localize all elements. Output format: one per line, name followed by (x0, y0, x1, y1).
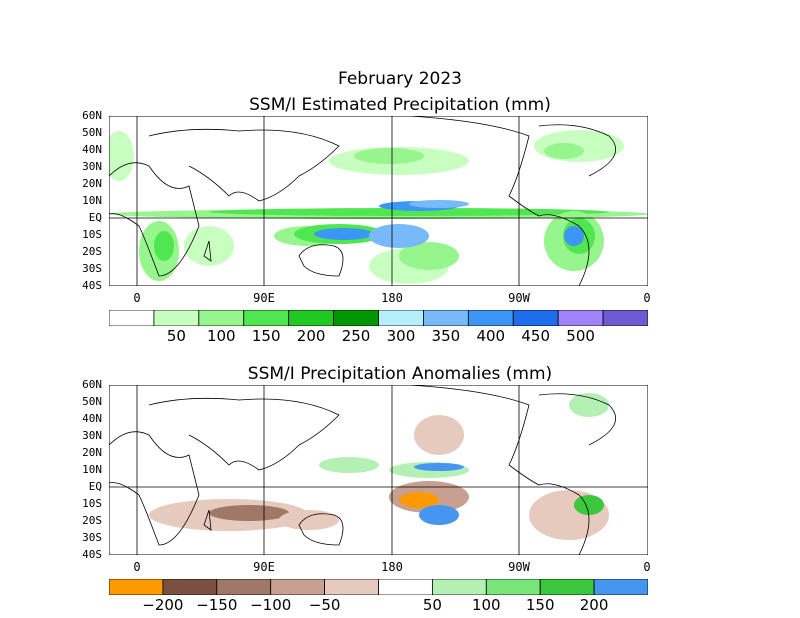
lat-label: 30S (82, 262, 102, 275)
colorbar-swatch (378, 310, 424, 326)
colorbar-swatch (593, 579, 648, 595)
lat-label: 50N (82, 395, 102, 408)
colorbar-swatch (109, 579, 164, 595)
grid-lines-bottom (109, 385, 648, 555)
lon-label: 0 (133, 291, 141, 305)
colorbar-label: 150 (525, 596, 555, 614)
colorbar-swatch (333, 310, 379, 326)
lat-label: 40N (82, 143, 102, 156)
lat-label: 30S (82, 531, 102, 544)
lon-label: 90E (253, 560, 275, 574)
colorbar-label: −100 (250, 596, 292, 614)
colorbar-swatch (243, 310, 290, 326)
lat-label: 10S (82, 497, 102, 510)
colorbar-swatch (431, 579, 487, 595)
lat-label: 60N (82, 109, 102, 122)
lat-label: 40S (82, 279, 102, 292)
lat-label: 20N (82, 446, 102, 459)
lat-label: 30N (82, 160, 102, 173)
lat-label: 10N (82, 194, 102, 207)
colorbar-label: 200 (579, 596, 609, 614)
lat-label: 20N (82, 177, 102, 190)
lon-label: 90W (508, 291, 530, 305)
lon-label: 180 (381, 291, 403, 305)
colorbar-label: 450 (521, 327, 551, 345)
colorbar-swatch (198, 310, 245, 326)
colorbar-swatch (216, 579, 272, 595)
colorbar-swatch (485, 579, 541, 595)
lon-label: 0 (643, 291, 651, 305)
lat-label: 60N (82, 378, 102, 391)
top-panel-title: SSM/I Estimated Precipitation (mm) (249, 95, 551, 115)
colorbar-label: 200 (296, 327, 326, 345)
colorbar-label: −150 (196, 596, 238, 614)
lon-label: 90E (253, 291, 275, 305)
lat-label: EQ (88, 480, 102, 493)
anomaly-field (149, 393, 609, 540)
lat-label: 20S (82, 245, 102, 258)
precipitation-field (109, 130, 648, 284)
colorbar-swatch (423, 310, 469, 326)
colorbar-swatch (109, 310, 155, 326)
top-precipitation-map (109, 116, 648, 286)
lon-label: 0 (133, 560, 141, 574)
grid-lines (109, 116, 648, 286)
colorbar-label: 300 (386, 327, 416, 345)
bottom-panel-title: SSM/I Precipitation Anomalies (mm) (247, 364, 553, 384)
lon-label: 180 (381, 560, 403, 574)
colorbar-label: 350 (431, 327, 461, 345)
colorbar-swatch (324, 579, 379, 595)
colorbar-label: 150 (251, 327, 281, 345)
colorbar-label: 500 (566, 327, 595, 345)
colorbar-swatch (467, 310, 514, 326)
lat-label: 10S (82, 228, 102, 241)
colorbar-swatch (512, 310, 559, 326)
colorbar-label: −200 (142, 596, 184, 614)
colorbar-label: 100 (471, 596, 501, 614)
lon-label: 0 (643, 560, 651, 574)
lat-label: 40S (82, 548, 102, 561)
lat-label: 20S (82, 514, 102, 527)
figure-title: February 2023 (338, 69, 462, 89)
colorbar-swatch (602, 310, 648, 326)
colorbar-swatch (288, 310, 334, 326)
colorbar-swatch (153, 310, 200, 326)
colorbar-swatch (378, 579, 433, 595)
colorbar-label: 50 (166, 327, 186, 345)
colorbar-swatch (162, 579, 218, 595)
lat-label: 50N (82, 126, 102, 139)
colorbar-swatch (270, 579, 325, 595)
colorbar-swatch (557, 310, 604, 326)
bottom-anomaly-map (109, 385, 648, 555)
colorbar-swatch (539, 579, 595, 595)
lat-label: 10N (82, 463, 102, 476)
colorbar-label: 50 (422, 596, 442, 614)
lat-label: 30N (82, 429, 102, 442)
top-colorbar (109, 310, 648, 326)
lat-label: EQ (88, 211, 102, 224)
bottom-colorbar (109, 579, 648, 595)
colorbar-label: 100 (206, 327, 236, 345)
colorbar-label: 400 (476, 327, 506, 345)
colorbar-label: −50 (308, 596, 341, 614)
lat-label: 40N (82, 412, 102, 425)
colorbar-label: 250 (341, 327, 371, 345)
lon-label: 90W (508, 560, 530, 574)
